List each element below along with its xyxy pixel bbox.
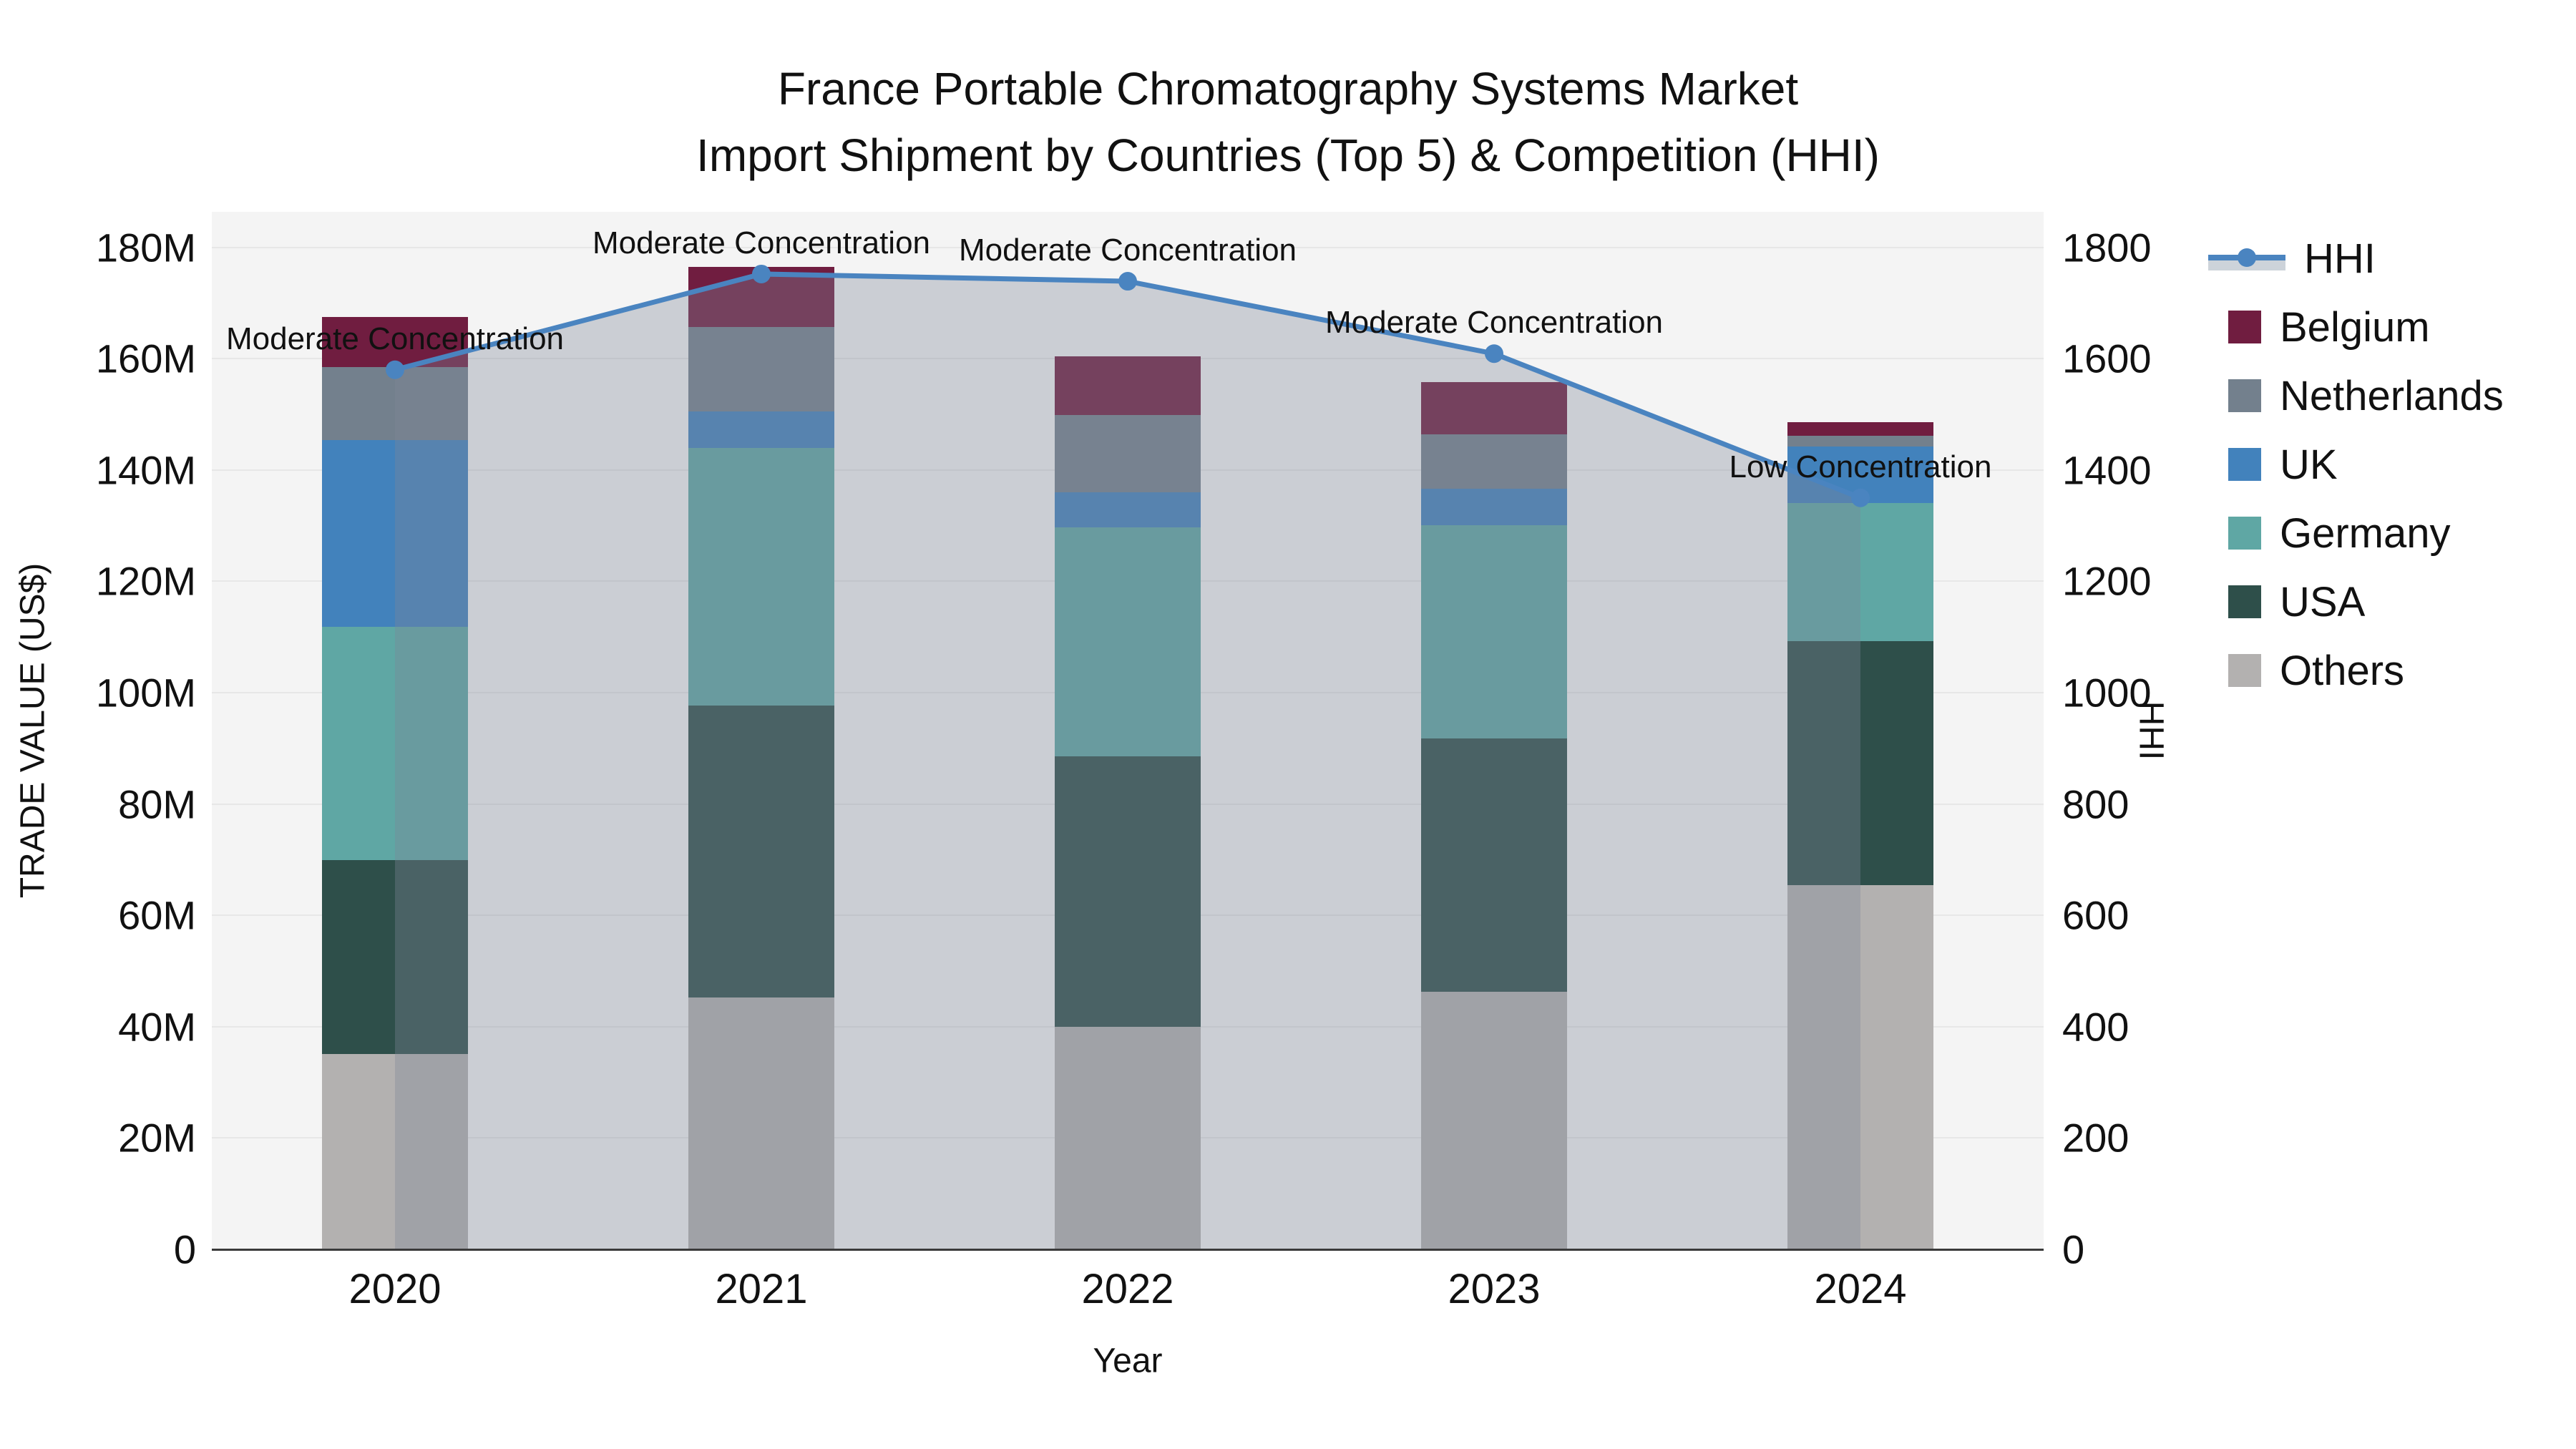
legend-label-belgium: Belgium xyxy=(2280,303,2430,351)
annotation-2023: Moderate Concentration xyxy=(1324,305,1664,341)
bar-segment-2024-netherlands xyxy=(1787,435,1933,447)
bar-segment-2022-usa xyxy=(1055,756,1201,1027)
bar-segment-2023-others xyxy=(1421,991,1567,1249)
bar-segment-2021-others xyxy=(688,997,834,1249)
x-tick-2024: 2024 xyxy=(1814,1266,1907,1312)
annotation-2021: Moderate Concentration xyxy=(592,225,931,260)
y-right-tick-1000: 1000 xyxy=(2062,670,2152,716)
chart-title: France Portable Chromatography Systems M… xyxy=(0,56,2576,189)
bar-2021 xyxy=(688,266,834,1249)
legend-label-others: Others xyxy=(2280,647,2405,694)
bar-segment-2020-uk xyxy=(322,439,468,628)
y-axis-right-title: HHI xyxy=(2132,701,2170,761)
y-right-tick-1400: 1400 xyxy=(2062,447,2152,493)
bar-segment-2020-germany xyxy=(322,627,468,861)
x-tick-2021: 2021 xyxy=(715,1266,808,1312)
germany-swatch xyxy=(2228,517,2261,550)
hhi-point-2023 xyxy=(1485,344,1503,364)
bar-segment-2024-usa xyxy=(1787,640,1933,886)
y-right-tick-0: 0 xyxy=(2062,1226,2085,1272)
bar-segment-2022-netherlands xyxy=(1055,414,1201,492)
others-swatch xyxy=(2228,654,2261,687)
y-left-tick-40M: 40M xyxy=(118,1004,196,1050)
annotation-2020: Moderate Concentration xyxy=(225,321,565,356)
gridline xyxy=(212,246,2044,248)
legend-item-others[interactable]: Others xyxy=(2208,647,2504,694)
bar-segment-2024-germany xyxy=(1787,502,1933,641)
bar-segment-2022-uk xyxy=(1055,492,1201,527)
hhi-point-2022 xyxy=(1118,272,1137,291)
legend-item-germany[interactable]: Germany xyxy=(2208,509,2504,557)
legend-label-usa: USA xyxy=(2280,578,2366,625)
legend-item-netherlands[interactable]: Netherlands xyxy=(2208,372,2504,419)
bar-segment-2023-germany xyxy=(1421,525,1567,738)
chart-title-line2: Import Shipment by Countries (Top 5) & C… xyxy=(696,129,1880,181)
y-right-tick-800: 800 xyxy=(2062,781,2129,827)
y-left-tick-160M: 160M xyxy=(95,336,196,381)
legend-item-usa[interactable]: USA xyxy=(2208,578,2504,625)
bar-segment-2021-netherlands xyxy=(688,326,834,412)
bar-segment-2023-belgium xyxy=(1421,381,1567,435)
y-left-tick-100M: 100M xyxy=(95,670,196,716)
legend-label-uk: UK xyxy=(2280,441,2338,488)
y-left-tick-140M: 140M xyxy=(95,447,196,493)
bar-segment-2020-others xyxy=(322,1053,468,1249)
x-axis-line xyxy=(212,1249,2044,1251)
bar-segment-2023-uk xyxy=(1421,489,1567,525)
legend-item-hhi[interactable]: HHI xyxy=(2208,235,2504,282)
x-axis-title: Year xyxy=(1093,1342,1163,1380)
legend: HHI Belgium Netherlands UK Germany USA Others xyxy=(2208,235,2504,694)
y-right-tick-1800: 1800 xyxy=(2062,225,2152,270)
netherlands-swatch xyxy=(2228,379,2261,412)
y-right-tick-400: 400 xyxy=(2062,1004,2129,1050)
chart-title-line1: France Portable Chromatography Systems M… xyxy=(777,63,1799,114)
bar-segment-2022-others xyxy=(1055,1026,1201,1249)
legend-item-uk[interactable]: UK xyxy=(2208,441,2504,488)
bar-segment-2021-uk xyxy=(688,411,834,448)
legend-item-belgium[interactable]: Belgium xyxy=(2208,303,2504,351)
bar-2020 xyxy=(322,316,468,1249)
y-left-tick-60M: 60M xyxy=(118,892,196,938)
y-left-tick-80M: 80M xyxy=(118,781,196,827)
y-left-tick-20M: 20M xyxy=(118,1115,196,1161)
annotation-2022: Moderate Concentration xyxy=(958,233,1297,268)
bar-segment-2023-netherlands xyxy=(1421,434,1567,489)
bar-segment-2022-belgium xyxy=(1055,356,1201,415)
x-tick-2022: 2022 xyxy=(1081,1266,1174,1312)
bar-2024 xyxy=(1787,421,1933,1249)
y-right-tick-1600: 1600 xyxy=(2062,336,2152,381)
bar-segment-2023-usa xyxy=(1421,738,1567,992)
y-left-tick-0: 0 xyxy=(173,1226,196,1272)
annotation-2024: Low Concentration xyxy=(1729,449,1992,484)
bar-segment-2021-usa xyxy=(688,705,834,998)
bar-2023 xyxy=(1421,381,1567,1249)
y-left-tick-120M: 120M xyxy=(95,558,196,604)
bar-segment-2024-belgium xyxy=(1787,421,1933,436)
uk-swatch xyxy=(2228,448,2261,481)
bar-segment-2021-belgium xyxy=(688,266,834,327)
bar-segment-2021-germany xyxy=(688,447,834,706)
x-tick-2020: 2020 xyxy=(348,1266,441,1312)
hhi-line-legend-marker xyxy=(2208,236,2285,280)
hhi-marker-dot xyxy=(2238,248,2256,267)
legend-label-germany: Germany xyxy=(2280,509,2451,557)
y-right-tick-200: 200 xyxy=(2062,1115,2129,1161)
legend-label-netherlands: Netherlands xyxy=(2280,372,2504,419)
y-axis-left-title: TRADE VALUE (US$) xyxy=(14,562,52,899)
y-right-tick-1200: 1200 xyxy=(2062,558,2152,604)
bar-segment-2022-germany xyxy=(1055,527,1201,756)
y-left-tick-180M: 180M xyxy=(95,225,196,270)
bar-segment-2024-others xyxy=(1787,885,1933,1249)
x-tick-2023: 2023 xyxy=(1448,1266,1541,1312)
bar-2022 xyxy=(1055,356,1201,1249)
bar-segment-2020-netherlands xyxy=(322,366,468,440)
plot-area: Moderate Concentration Moderate Concentra… xyxy=(212,212,2044,1249)
y-right-tick-600: 600 xyxy=(2062,892,2129,938)
legend-label-hhi: HHI xyxy=(2304,235,2376,282)
usa-swatch xyxy=(2228,585,2261,618)
bar-segment-2020-usa xyxy=(322,860,468,1054)
belgium-swatch xyxy=(2228,311,2261,343)
